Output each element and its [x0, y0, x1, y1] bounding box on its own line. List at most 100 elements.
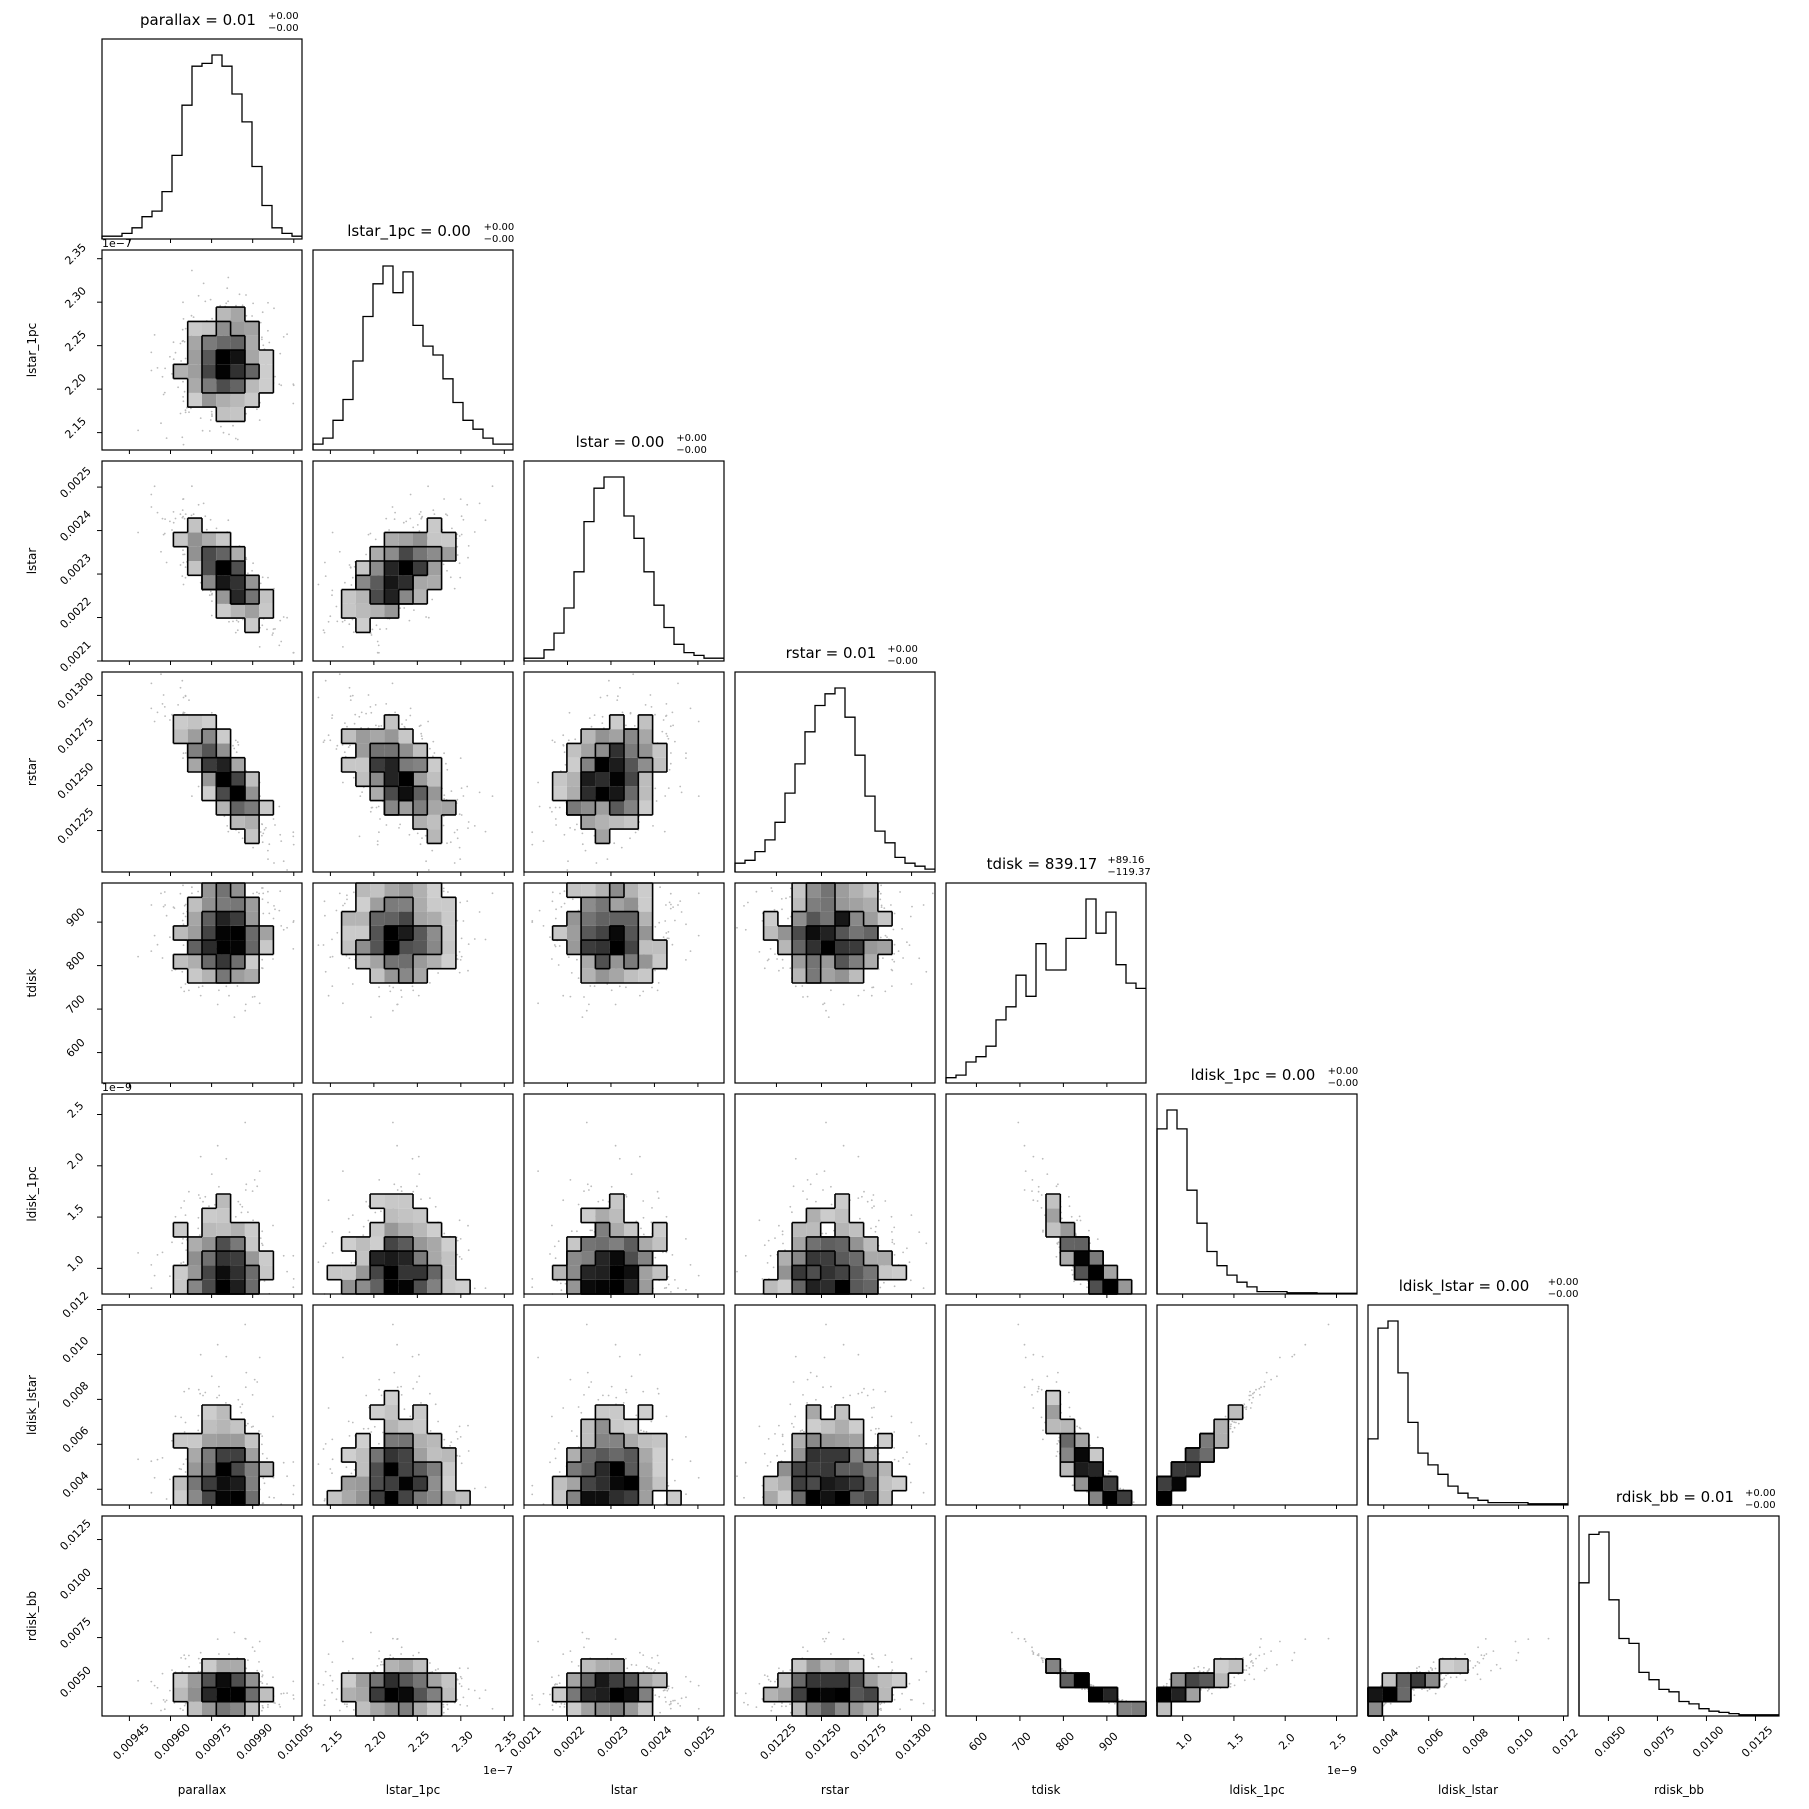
sample-point — [199, 581, 202, 584]
density-bin — [355, 589, 371, 604]
sample-point — [459, 498, 462, 500]
sample-point — [150, 369, 153, 372]
density-bin — [259, 925, 274, 941]
density-bin — [370, 772, 385, 787]
sample-point — [227, 300, 230, 303]
density-bin — [427, 954, 442, 969]
sample-point — [236, 741, 239, 743]
density-bin — [398, 546, 413, 561]
density-bin — [187, 925, 202, 941]
density-bin — [187, 561, 202, 576]
density-bin — [230, 814, 245, 830]
density-bin — [355, 603, 371, 619]
histogram-lstar — [523, 476, 724, 661]
sample-point — [608, 679, 610, 682]
sample-point — [371, 628, 374, 631]
sample-point — [665, 904, 667, 906]
sample-point — [228, 620, 230, 623]
density-bin — [427, 561, 442, 576]
density-bin — [413, 814, 428, 830]
sample-point — [679, 785, 682, 788]
sample-point — [180, 360, 183, 362]
density-bin — [187, 940, 202, 955]
density-bin — [370, 883, 385, 898]
sample-point — [163, 391, 166, 394]
sample-point — [467, 943, 470, 945]
sample-point — [322, 629, 325, 632]
density-bin — [370, 575, 385, 590]
sample-point — [551, 891, 554, 894]
density-bin — [216, 897, 231, 912]
density-bin — [216, 603, 231, 619]
density-bin — [581, 883, 596, 898]
sample-point — [659, 886, 661, 889]
density-bin — [441, 954, 456, 969]
sample-point — [409, 707, 412, 710]
sample-point — [342, 781, 344, 784]
sample-point — [385, 703, 388, 705]
density-bin — [609, 954, 624, 969]
density-bin — [581, 954, 596, 969]
density-bin — [652, 757, 667, 772]
density-bin — [230, 321, 245, 336]
sample-point — [163, 706, 166, 708]
sample-point — [232, 620, 234, 623]
sample-point — [778, 969, 780, 972]
density-bin — [638, 729, 653, 744]
sample-point — [331, 955, 334, 958]
panel-parallax-vs-parallax: parallax = 0.01 +0.00−0.00 — [101, 11, 303, 243]
sample-point — [182, 583, 185, 586]
sample-point — [459, 858, 462, 860]
sample-point — [348, 957, 351, 960]
ytick-label: 2.25 — [62, 328, 89, 355]
density-bin — [441, 532, 456, 547]
density-bin — [259, 378, 274, 393]
density-bin — [609, 925, 624, 941]
sample-point — [399, 823, 401, 826]
sample-point — [182, 400, 185, 403]
sample-point — [358, 715, 361, 718]
sample-point — [171, 373, 173, 375]
sample-point — [458, 846, 461, 849]
sample-point — [890, 904, 892, 906]
density-rstar-vs-lstar — [552, 714, 667, 844]
density-bin — [566, 786, 582, 801]
sample-point — [551, 900, 554, 903]
sample-point — [188, 989, 190, 992]
sample-point — [156, 943, 159, 946]
sample-point — [581, 843, 584, 846]
sample-point — [352, 631, 355, 634]
density-bin — [441, 940, 456, 955]
density-bin — [244, 814, 260, 830]
yoffset-lstar_1pc: 1e−7 — [102, 237, 132, 250]
sample-point — [394, 711, 396, 714]
sample-point — [538, 909, 541, 912]
sample-point — [374, 704, 377, 706]
sample-point — [331, 985, 334, 987]
sample-point — [216, 1003, 219, 1006]
density-bin — [384, 925, 399, 941]
title-plus-lstar: +0.00 — [676, 433, 707, 444]
sample-point — [160, 673, 162, 676]
sample-point — [342, 1002, 344, 1005]
sample-point — [449, 576, 452, 579]
sample-point — [137, 955, 140, 958]
sample-point — [317, 696, 320, 699]
sample-point — [408, 619, 411, 622]
sample-point — [180, 986, 183, 989]
density-bin — [230, 350, 245, 365]
sample-point — [169, 520, 171, 523]
density-lstar_1pc-vs-parallax — [173, 307, 274, 422]
density-bin — [398, 757, 413, 772]
sample-point — [344, 581, 346, 584]
density-bin — [216, 940, 231, 955]
density-bin — [244, 603, 260, 619]
sample-point — [560, 906, 563, 908]
density-bin — [216, 589, 231, 604]
sample-point — [901, 928, 903, 930]
sample-point — [625, 724, 627, 727]
sample-point — [554, 818, 557, 820]
density-bin — [216, 532, 231, 547]
sample-point — [419, 843, 422, 846]
sample-point — [268, 912, 271, 915]
